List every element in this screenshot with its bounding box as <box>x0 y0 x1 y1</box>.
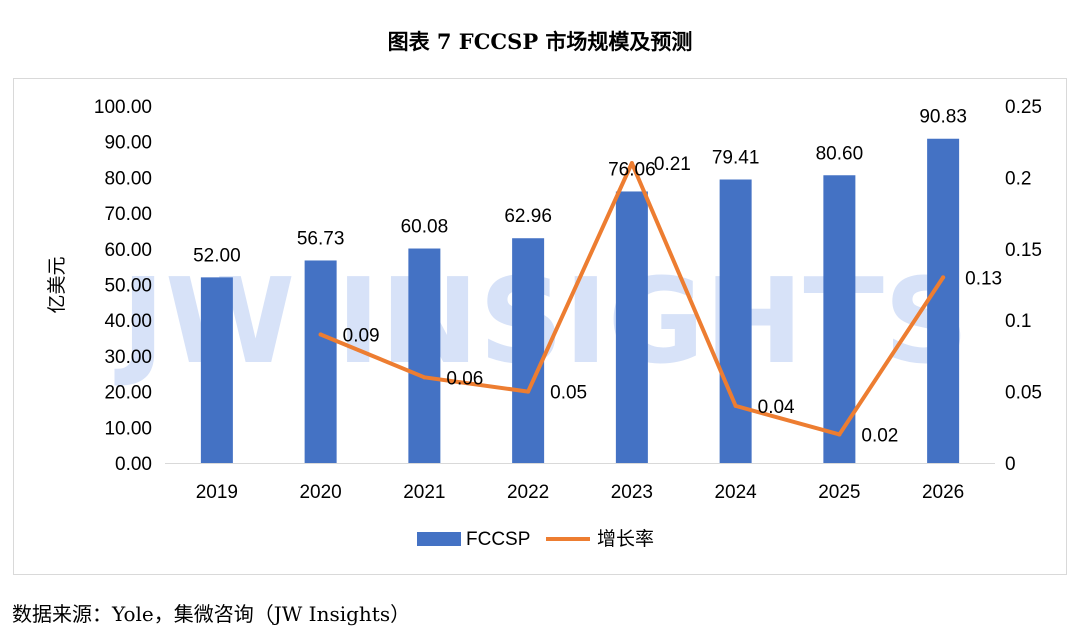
line-data-label: 0.06 <box>446 368 483 389</box>
x-tick-label: 2021 <box>403 482 445 503</box>
bar-data-label: 62.96 <box>504 206 552 227</box>
bar-2026 <box>927 138 960 464</box>
y-tick-label: 50.00 <box>104 276 152 297</box>
x-tick-label: 2025 <box>818 482 860 503</box>
y2-tick-label: 0.2 <box>1005 168 1031 189</box>
line-data-label: 0.21 <box>654 154 691 175</box>
legend-label-growth: 增长率 <box>597 528 654 550</box>
y-tick-label: 20.00 <box>104 383 152 404</box>
x-tick-label: 2024 <box>714 482 757 503</box>
growth-point-2023 <box>629 161 634 166</box>
growth-point-2024 <box>733 403 738 408</box>
line-data-label: 0.04 <box>758 397 795 418</box>
bar-data-label: 79.41 <box>712 148 760 169</box>
x-tick-label: 2019 <box>196 482 238 503</box>
chart-frame <box>13 78 1067 575</box>
y-tick-label: 90.00 <box>104 133 152 154</box>
x-tick-label: 2020 <box>299 482 341 503</box>
growth-point-2022 <box>526 389 531 394</box>
growth-point-2025 <box>837 432 842 437</box>
y-tick-label: 0.00 <box>115 454 152 475</box>
bar-data-label: 76.06 <box>608 159 656 180</box>
y2-tick-label: 0.05 <box>1005 383 1042 404</box>
line-data-label: 0.09 <box>343 325 380 346</box>
y-tick-label: 60.00 <box>104 240 152 261</box>
bar-data-label: 90.83 <box>919 107 967 128</box>
growth-point-2020 <box>318 332 323 337</box>
x-tick-label: 2022 <box>507 482 549 503</box>
chart-title: 图表 7 FCCSP 市场规模及预测 <box>387 29 693 54</box>
line-data-label: 0.05 <box>550 383 587 404</box>
line-data-label: 0.13 <box>965 268 1002 289</box>
bar-data-label: 56.73 <box>297 228 345 249</box>
growth-point-2021 <box>422 375 427 380</box>
y-axis-label: 亿美元 <box>46 256 68 313</box>
bar-2020 <box>304 260 337 463</box>
bar-data-label: 60.08 <box>401 217 449 238</box>
y2-tick-label: 0.1 <box>1005 311 1031 332</box>
y-tick-label: 80.00 <box>104 168 152 189</box>
y2-tick-label: 0.15 <box>1005 240 1042 261</box>
growth-point-2026 <box>941 275 946 280</box>
legend-swatch-fccsp <box>417 532 461 546</box>
line-data-label: 0.02 <box>861 425 898 446</box>
bar-2022 <box>512 238 545 463</box>
y2-tick-label: 0.25 <box>1005 97 1042 118</box>
y-tick-label: 100.00 <box>94 97 152 118</box>
y-tick-label: 40.00 <box>104 311 152 332</box>
y-tick-label: 70.00 <box>104 204 152 225</box>
bar-2021 <box>408 248 441 463</box>
x-tick-label: 2026 <box>922 482 964 503</box>
y2-tick-label: 0 <box>1005 454 1016 475</box>
x-tick-label: 2023 <box>611 482 653 503</box>
bar-2024 <box>719 179 752 464</box>
source-note: 数据来源：Yole，集微咨询（JW Insights） <box>12 602 411 626</box>
bar-2019 <box>200 277 233 463</box>
bar-2023 <box>615 191 648 463</box>
legend-label-fccsp: FCCSP <box>466 529 530 550</box>
bar-data-label: 80.60 <box>816 143 864 164</box>
bar-data-label: 52.00 <box>193 245 241 266</box>
y-tick-label: 10.00 <box>104 418 152 439</box>
y-tick-label: 30.00 <box>104 347 152 368</box>
